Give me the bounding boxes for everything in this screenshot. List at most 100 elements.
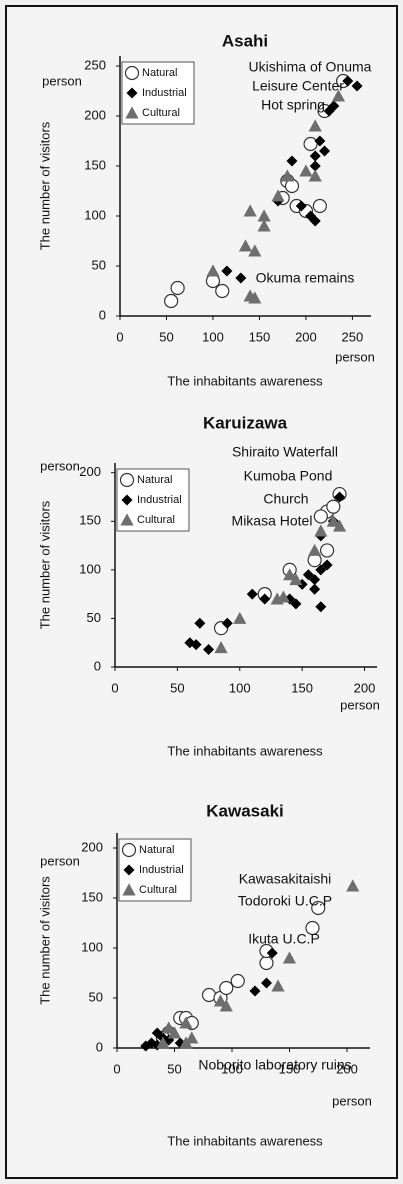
data-point — [248, 291, 262, 304]
data-point — [249, 985, 261, 997]
data-point — [271, 189, 285, 202]
data-point — [233, 611, 247, 624]
data-point — [326, 499, 341, 514]
data-point — [213, 994, 228, 1007]
data-point — [259, 593, 271, 605]
data-point — [179, 1016, 193, 1029]
y-tick-label: 200 — [84, 107, 106, 122]
data-point — [214, 640, 228, 654]
data-point — [221, 265, 233, 277]
legend-marker — [126, 87, 138, 99]
annotation: Okuma remains — [256, 270, 355, 286]
data-point — [312, 198, 327, 214]
data-point — [257, 209, 271, 222]
data-point — [295, 200, 307, 212]
chart-title: Asahi — [222, 31, 268, 50]
data-point — [308, 169, 322, 182]
data-point — [351, 80, 363, 92]
data-point — [331, 89, 346, 102]
data-point — [221, 617, 233, 629]
x-axis-label: The inhabitants awareness — [167, 1133, 323, 1148]
annotation: Mikasa Hotel — [232, 513, 313, 529]
x-tick-label: 50 — [159, 329, 173, 344]
y-tick-label: 150 — [79, 513, 101, 528]
x-tick-label: 200 — [336, 1061, 358, 1076]
data-point — [334, 491, 346, 503]
x-tick-label: 200 — [295, 329, 317, 344]
frame — [5, 5, 398, 1179]
data-point — [219, 980, 234, 996]
y-unit: person — [40, 853, 80, 868]
y-tick-label: 0 — [99, 307, 106, 322]
data-point — [246, 588, 258, 600]
x-unit: person — [340, 697, 380, 712]
y-unit: person — [40, 458, 80, 473]
data-point — [309, 150, 321, 162]
annotation: Ikuta U.C.P — [248, 931, 320, 947]
y-tick-label: 50 — [89, 989, 103, 1004]
data-point — [261, 977, 272, 989]
x-unit: person — [332, 1093, 372, 1108]
data-point — [314, 135, 326, 147]
y-tick-label: 150 — [84, 157, 106, 172]
data-point — [315, 564, 327, 576]
annotation: Noborito laboratory ruins — [198, 1057, 351, 1073]
data-point — [319, 543, 335, 558]
annotation: Todoroki U.C.P — [238, 893, 332, 909]
data-point — [302, 569, 314, 581]
data-point — [313, 509, 328, 524]
y-axis-label: The number of visitors — [37, 121, 52, 250]
annotation: Hot spring — [261, 97, 325, 113]
x-axis-label: The inhabitants awareness — [167, 373, 323, 388]
x-tick-label: 150 — [249, 329, 271, 344]
data-point — [230, 973, 245, 989]
x-axis-label: The inhabitants awareness — [167, 743, 323, 758]
data-point — [311, 900, 326, 916]
data-point — [315, 601, 327, 613]
data-point — [328, 100, 340, 112]
chart-title: Karuizawa — [203, 413, 288, 432]
data-point — [276, 590, 291, 603]
legend-marker — [121, 494, 133, 506]
x-tick-label: 0 — [111, 680, 118, 695]
data-point — [203, 644, 215, 656]
legend-marker — [120, 513, 134, 526]
x-tick-label: 50 — [167, 1061, 181, 1076]
y-axis-label: The number of visitors — [37, 500, 52, 629]
data-point — [308, 119, 322, 132]
data-point — [309, 583, 321, 595]
data-point — [342, 75, 354, 87]
x-tick-label: 0 — [116, 329, 123, 344]
y-axis-label: The number of visitors — [37, 876, 52, 1005]
data-point — [271, 979, 285, 992]
legend-label: Cultural — [142, 107, 180, 119]
x-tick-label: 150 — [279, 1061, 301, 1076]
data-point — [321, 559, 333, 571]
legend-marker — [123, 864, 135, 876]
data-point — [206, 264, 220, 277]
legend-label: Cultural — [139, 884, 177, 896]
legend-marker — [125, 106, 139, 119]
data-point — [332, 519, 347, 532]
data-point — [319, 145, 331, 157]
data-point — [309, 574, 321, 586]
data-point — [289, 572, 303, 586]
data-point — [314, 524, 328, 537]
data-point — [290, 598, 302, 610]
y-unit: person — [42, 73, 82, 88]
y-tick-label: 0 — [96, 1039, 103, 1054]
x-tick-label: 100 — [229, 680, 251, 695]
x-tick-label: 150 — [291, 680, 313, 695]
y-tick-label: 200 — [81, 839, 103, 854]
data-point — [235, 272, 247, 284]
data-point — [286, 155, 298, 167]
data-point — [170, 280, 185, 296]
annotation: Kawasakitaishi — [239, 871, 332, 887]
x-tick-label: 50 — [170, 680, 184, 695]
data-point — [346, 879, 360, 892]
y-tick-label: 200 — [79, 464, 101, 479]
data-point — [190, 639, 202, 651]
legend-marker — [121, 842, 137, 858]
legend-label: Industrial — [142, 87, 187, 99]
data-point — [162, 1021, 176, 1034]
